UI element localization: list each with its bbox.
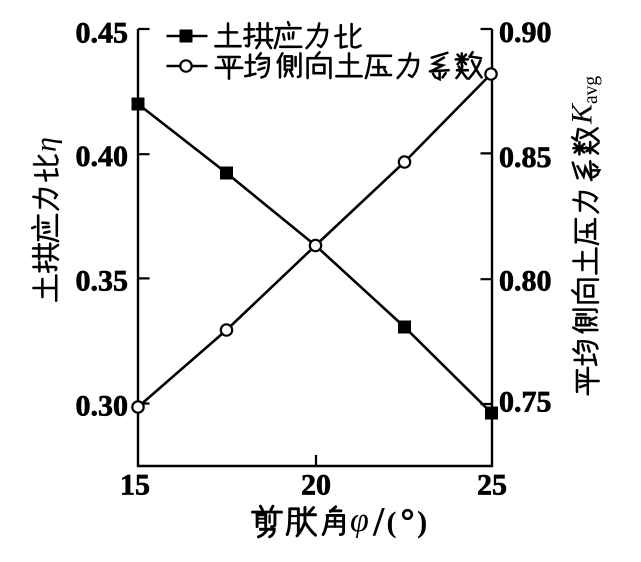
svg-text:0.30: 0.30 [76, 389, 129, 422]
svg-text:η: η [30, 137, 63, 152]
svg-text:20: 20 [301, 468, 331, 501]
svg-text:0.40: 0.40 [76, 140, 129, 173]
svg-text:15: 15 [120, 468, 150, 501]
svg-text:): ) [417, 504, 427, 539]
svg-text:0.35: 0.35 [76, 264, 129, 297]
svg-text:0.45: 0.45 [76, 16, 129, 49]
svg-text:0.90: 0.90 [499, 16, 552, 49]
svg-text:0.80: 0.80 [499, 264, 552, 297]
svg-text:0.75: 0.75 [499, 385, 552, 418]
svg-text:φ: φ [350, 502, 369, 539]
svg-text:/: / [372, 498, 385, 544]
svg-text:(: ( [387, 506, 397, 539]
svg-text:Kavg: Kavg [566, 76, 603, 125]
svg-text:25: 25 [477, 468, 507, 501]
svg-text:0.85: 0.85 [499, 141, 552, 174]
